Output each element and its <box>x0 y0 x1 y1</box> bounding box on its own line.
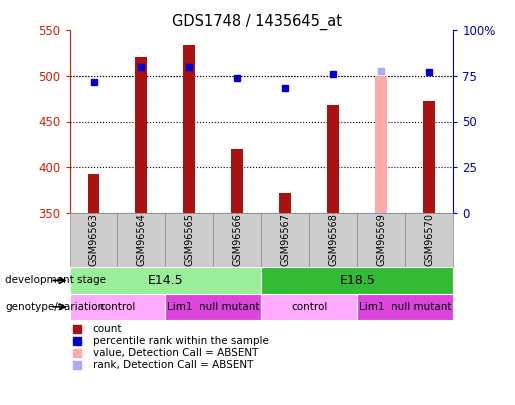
Text: GDS1748 / 1435645_at: GDS1748 / 1435645_at <box>173 14 342 30</box>
Text: E14.5: E14.5 <box>148 274 183 287</box>
Text: GSM96564: GSM96564 <box>136 213 146 266</box>
Bar <box>328 105 339 213</box>
Text: GSM96563: GSM96563 <box>89 213 98 266</box>
Text: GSM96566: GSM96566 <box>232 213 243 266</box>
Bar <box>261 213 310 267</box>
Bar <box>117 213 165 267</box>
Bar <box>135 57 147 213</box>
Text: GSM96567: GSM96567 <box>280 213 290 266</box>
Bar <box>357 294 453 320</box>
Text: percentile rank within the sample: percentile rank within the sample <box>93 336 268 346</box>
Text: Lim1  null mutant: Lim1 null mutant <box>359 302 452 312</box>
Text: GSM96569: GSM96569 <box>376 213 386 266</box>
Text: development stage: development stage <box>5 275 106 286</box>
Bar <box>261 294 357 320</box>
Bar <box>279 194 291 213</box>
Text: rank, Detection Call = ABSENT: rank, Detection Call = ABSENT <box>93 360 253 370</box>
Bar <box>70 213 117 267</box>
Text: genotype/variation: genotype/variation <box>5 302 104 312</box>
Text: control: control <box>291 302 328 312</box>
Bar <box>213 213 261 267</box>
Bar <box>231 149 244 213</box>
Bar <box>310 213 357 267</box>
Bar <box>183 45 195 213</box>
Text: GSM96568: GSM96568 <box>328 213 338 266</box>
Bar <box>375 76 387 213</box>
Bar <box>261 267 453 294</box>
Text: GSM96565: GSM96565 <box>184 213 195 266</box>
Bar <box>70 267 261 294</box>
Text: E18.5: E18.5 <box>339 274 375 287</box>
Text: count: count <box>93 324 122 334</box>
Text: GSM96570: GSM96570 <box>424 213 434 266</box>
Bar <box>405 213 453 267</box>
Text: Lim1  null mutant: Lim1 null mutant <box>167 302 260 312</box>
Bar <box>88 174 99 213</box>
Bar <box>357 213 405 267</box>
Bar <box>165 294 261 320</box>
Bar <box>423 100 435 213</box>
Text: control: control <box>99 302 135 312</box>
Bar <box>70 294 165 320</box>
Text: value, Detection Call = ABSENT: value, Detection Call = ABSENT <box>93 348 258 358</box>
Bar <box>165 213 213 267</box>
